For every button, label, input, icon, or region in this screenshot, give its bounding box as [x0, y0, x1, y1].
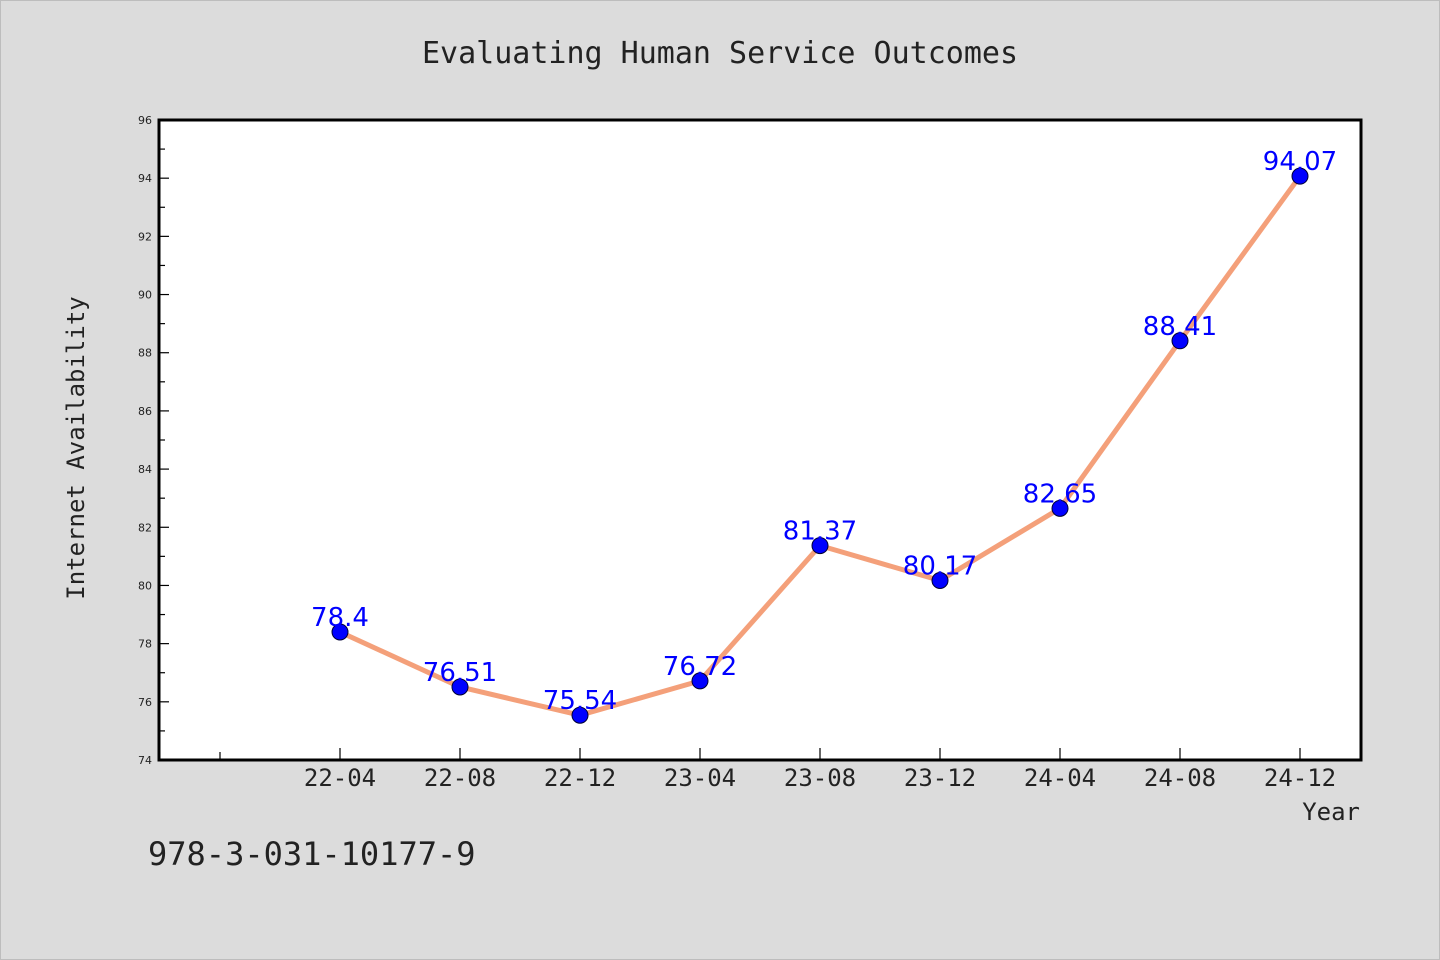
x-tick-label: 24-12 — [1264, 764, 1336, 792]
data-label: 81.37 — [783, 517, 857, 547]
series-line-group: 78.4 76.51 75.54 76.72 81.37 80.17 82.65 88.41 9… — [311, 147, 1337, 724]
data-label: 80.17 — [903, 552, 977, 582]
data-point — [931, 572, 949, 590]
x-tick-label: 22-08 — [424, 764, 496, 792]
y-tick-label: 74 — [138, 754, 152, 767]
y-tick-label: 94 — [138, 172, 152, 185]
data-label: 76.51 — [423, 658, 497, 688]
y-tick-label: 80 — [138, 579, 152, 592]
y-tick-label: 92 — [138, 230, 152, 243]
y-tick-label: 82 — [138, 521, 152, 534]
data-point — [1291, 167, 1309, 185]
y-tick-label: 90 — [138, 289, 152, 302]
data-point — [1171, 332, 1189, 350]
data-label: 88.41 — [1143, 312, 1217, 342]
data-label: 78.4 — [311, 603, 369, 633]
y-tick-label: 78 — [138, 638, 152, 651]
data-point — [1051, 499, 1069, 517]
x-tick-label: 22-12 — [544, 764, 616, 792]
data-point — [331, 623, 349, 641]
x-axis-label: Year — [1302, 798, 1360, 826]
data-point — [451, 678, 469, 696]
y-axis: 74 76 78 80 82 84 86 88 90 92 94 96 — [138, 114, 169, 767]
x-tick-label: 23-12 — [904, 764, 976, 792]
data-point — [811, 537, 829, 555]
y-tick-label: 96 — [138, 114, 152, 127]
x-tick-label: 23-04 — [664, 764, 736, 792]
isbn-footer: 978-3-031-10177-9 — [148, 835, 476, 873]
data-label: 75.54 — [543, 686, 617, 716]
data-label: 76.72 — [663, 652, 737, 682]
data-point — [691, 672, 709, 690]
x-axis: 22-04 22-08 22-12 23-04 23-08 23-12 24-04 24-08… — [219, 748, 1336, 792]
y-tick-label: 86 — [138, 405, 152, 418]
chart-title: Evaluating Human Service Outcomes — [422, 36, 1018, 71]
data-label: 94.07 — [1263, 147, 1337, 177]
y-tick-label: 88 — [138, 347, 152, 360]
y-tick-label: 84 — [138, 463, 152, 476]
x-tick-label: 22-04 — [304, 764, 376, 792]
x-tick-label: 23-08 — [784, 764, 856, 792]
plot-area — [157, 118, 1363, 762]
data-label: 82.65 — [1023, 479, 1097, 509]
y-tick-label: 76 — [138, 696, 152, 709]
y-axis-label: Internet Availability — [62, 296, 90, 599]
x-tick-label: 24-04 — [1024, 764, 1096, 792]
data-point — [571, 706, 589, 724]
x-tick-label: 24-08 — [1144, 764, 1216, 792]
